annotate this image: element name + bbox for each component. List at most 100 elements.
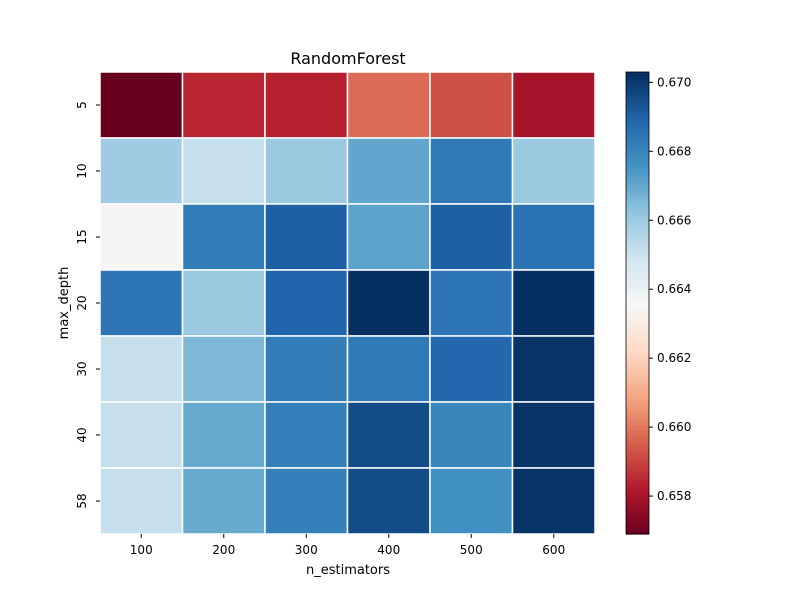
colorbar-gradient-segment <box>626 210 649 216</box>
chart-title: RandomForest <box>290 49 405 68</box>
heatmap-cell <box>181 71 266 139</box>
colorbar-gradient-segment <box>626 287 649 293</box>
colorbar-frame <box>625 71 650 535</box>
heatmap-cell <box>346 467 431 535</box>
colorbar-gradient-segment <box>626 387 649 393</box>
colorbar-gradient-segment <box>626 222 649 227</box>
colorbar-gradient-segment <box>626 256 649 262</box>
heatmap-cell <box>264 203 349 271</box>
colorbar-gradient-segment <box>626 303 649 308</box>
colorbar-gradient-segment <box>626 399 649 404</box>
colorbar-gradient-segment <box>626 414 649 420</box>
colorbar-gradient-segment <box>626 118 649 123</box>
colorbar-gradient-segment <box>626 406 649 412</box>
colorbar-gradient-segment <box>626 279 649 285</box>
colorbar-gradient-segment <box>626 218 649 223</box>
colorbar-gradient-segment <box>626 345 649 350</box>
colorbar-gradient-segment <box>626 191 649 196</box>
colorbar-gradient-segment <box>626 87 649 92</box>
colorbar-gradient-segment <box>626 318 649 323</box>
colorbar-gradient-segment <box>626 187 649 192</box>
colorbar-gradient-segment <box>626 175 649 181</box>
heatmap-cell <box>99 137 184 205</box>
y-tick-label: 20 <box>75 295 89 310</box>
heatmap-cell <box>429 269 514 337</box>
colorbar-tick-label: 0.658 <box>657 489 691 503</box>
heatmap-cell <box>264 137 349 205</box>
colorbar-gradient-segment <box>626 353 649 358</box>
heatmap-cell <box>99 269 184 337</box>
colorbar-gradient-segment <box>626 114 649 119</box>
colorbar-tick-label: 0.662 <box>657 351 691 365</box>
colorbar-gradient-segment <box>626 306 649 312</box>
colorbar-gradient-segment <box>626 426 649 431</box>
colorbar-gradient-segment <box>626 376 649 381</box>
colorbar-gradient-segment <box>626 368 649 373</box>
colorbar-gradient-segment <box>626 260 649 266</box>
colorbar-gradient-segment <box>626 195 649 200</box>
colorbar-gradient-segment <box>626 441 649 447</box>
colorbar-gradient-segment <box>626 422 649 427</box>
colorbar-gradient-segment <box>626 202 649 208</box>
colorbar-gradient-segment <box>626 179 649 185</box>
colorbar-gradient-segment <box>626 137 649 142</box>
heatmap-cell <box>429 137 514 205</box>
colorbar-gradient-segment <box>626 483 649 489</box>
colorbar-gradient-segment <box>626 141 649 146</box>
colorbar-gradient-segment <box>626 410 649 416</box>
heatmap-cell <box>181 203 266 271</box>
colorbar-gradient-segment <box>626 495 649 500</box>
y-axis-label: max_depth <box>57 267 72 340</box>
heatmap-cell <box>429 71 514 139</box>
colorbar-gradient-segment <box>626 530 649 535</box>
colorbar-gradient-segment <box>626 356 649 362</box>
colorbar-gradient-segment <box>626 314 649 319</box>
colorbar-gradient-segment <box>626 91 649 96</box>
colorbar-gradient-segment <box>626 106 649 112</box>
heatmap-cell <box>511 401 596 469</box>
heatmap-cell <box>99 335 184 403</box>
colorbar-gradient-segment <box>626 249 649 254</box>
colorbar-gradient-segment <box>626 391 649 396</box>
colorbar-gradient-segment <box>626 133 649 139</box>
colorbar-gradient-segment <box>626 430 649 435</box>
colorbar-gradient-segment <box>626 329 649 335</box>
colorbar-gradient-segment <box>626 125 649 131</box>
colorbar-gradient-segment <box>626 526 649 531</box>
colorbar-gradient-segment <box>626 95 649 100</box>
colorbar-gradient-segment <box>626 164 649 169</box>
colorbar-gradient-segment <box>626 453 649 458</box>
colorbar-gradient-segment <box>626 487 649 493</box>
heatmap-cell <box>346 269 431 337</box>
colorbar-gradient-segment <box>626 145 649 150</box>
colorbar-gradient-segment <box>626 233 649 239</box>
heatmap-cell <box>181 401 266 469</box>
x-axis-label: n_estimators <box>306 563 390 578</box>
colorbar-gradient-segment <box>626 403 649 408</box>
heatmap-cell <box>181 137 266 205</box>
colorbar-gradient-segment <box>626 322 649 327</box>
x-tick-label: 400 <box>377 543 400 557</box>
colorbar-gradient-segment <box>626 480 649 485</box>
colorbar-gradient-segment <box>626 472 649 477</box>
heatmap-cell <box>99 401 184 469</box>
x-tick-label: 300 <box>295 543 318 557</box>
colorbar-gradient-segment <box>626 364 649 370</box>
colorbar-gradient-segment <box>626 229 649 235</box>
colorbar-gradient-segment <box>626 395 649 400</box>
colorbar-gradient-segment <box>626 333 649 339</box>
colorbar-gradient-segment <box>626 149 649 154</box>
colorbar-gradient-segment <box>626 241 649 246</box>
heatmap-cell <box>264 335 349 403</box>
colorbar-gradient-segment <box>626 349 649 354</box>
colorbar-gradient-segment <box>626 276 649 281</box>
heatmap-cell <box>346 401 431 469</box>
x-axis-ticks: 100 200 300 400 500 600 <box>130 534 565 557</box>
heatmap-cell <box>346 203 431 271</box>
colorbar-gradient-segment <box>626 75 649 81</box>
colorbar-gradient-segment <box>626 507 649 512</box>
colorbar-gradient-segment <box>626 172 649 177</box>
colorbar-gradient-segment <box>626 518 649 524</box>
colorbar-tick-label: 0.664 <box>657 282 691 296</box>
